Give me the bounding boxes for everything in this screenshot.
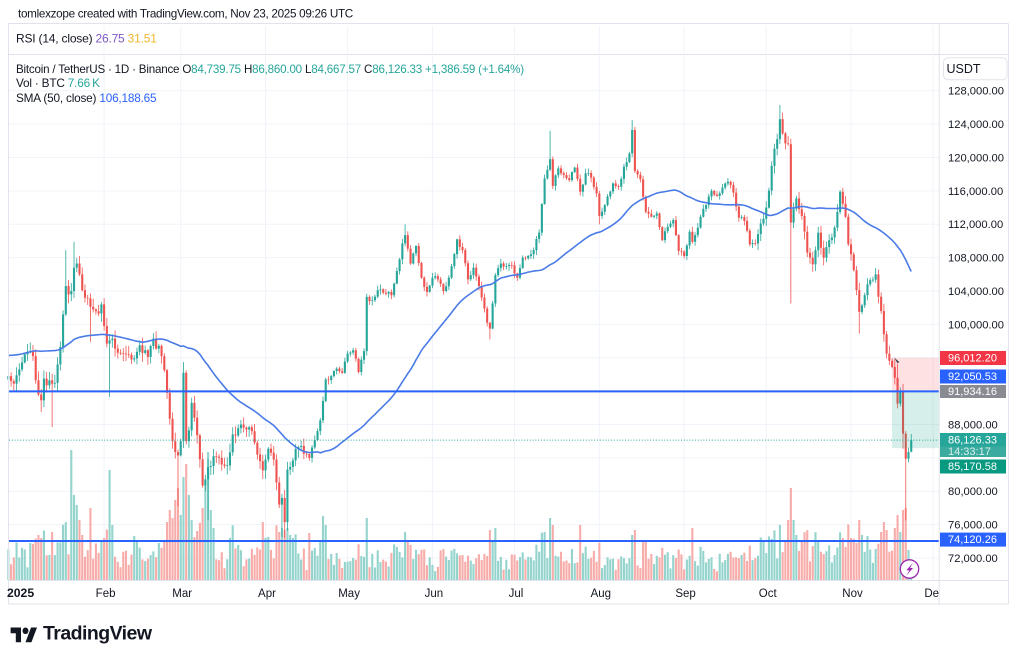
svg-text:Vol · BTC 7.66 K: Vol · BTC 7.66 K [16,76,100,90]
svg-text:96,012.20: 96,012.20 [948,352,997,364]
svg-text:92,050.53: 92,050.53 [948,371,997,383]
svg-text:Bitcoin / TetherUS · 1D · Bina: Bitcoin / TetherUS · 1D · Binance O84,73… [16,63,524,76]
svg-text:91,934.16: 91,934.16 [948,386,997,398]
svg-text:86,126.33: 86,126.33 [948,434,997,446]
svg-text:Nov: Nov [842,588,863,600]
svg-text:Apr: Apr [258,588,276,600]
svg-text:108,000.00: 108,000.00 [948,253,1004,265]
svg-text:120,000.00: 120,000.00 [948,152,1004,164]
svg-text:USDT: USDT [947,62,981,76]
svg-text:128,000.00: 128,000.00 [948,86,1004,98]
svg-text:Jun: Jun [425,588,444,600]
svg-text:76,000.00: 76,000.00 [948,520,998,532]
svg-text:124,000.00: 124,000.00 [948,119,1004,131]
svg-text:2025: 2025 [7,586,34,600]
svg-text:80,000.00: 80,000.00 [948,486,998,498]
svg-text:Jul: Jul [509,588,524,600]
svg-text:May: May [338,588,360,600]
svg-text:TradingView: TradingView [43,623,153,645]
svg-text:14:33:17: 14:33:17 [948,446,991,458]
svg-text:116,000.00: 116,000.00 [948,186,1003,198]
svg-text:Aug: Aug [591,588,611,600]
svg-text:Mar: Mar [172,588,192,600]
svg-text:85,170.58: 85,170.58 [948,461,997,473]
svg-text:74,120.26: 74,120.26 [948,534,997,546]
svg-text:Oct: Oct [759,588,778,600]
svg-text:Sep: Sep [675,588,695,600]
svg-text:112,000.00: 112,000.00 [948,219,1003,231]
svg-text:104,000.00: 104,000.00 [948,286,1004,298]
svg-text:Dec: Dec [924,588,945,600]
svg-text:RSI (14, close) 26.75 31.51: RSI (14, close) 26.75 31.51 [16,32,157,46]
svg-text:72,000.00: 72,000.00 [948,553,998,565]
svg-text:Feb: Feb [96,588,116,600]
svg-text:100,000.00: 100,000.00 [948,319,1004,331]
svg-text:tomlexzope created with Tradin: tomlexzope created with TradingView.com,… [18,8,353,21]
svg-text:SMA (50, close) 106,188.65: SMA (50, close) 106,188.65 [16,91,157,105]
svg-text:88,000.00: 88,000.00 [948,419,998,431]
